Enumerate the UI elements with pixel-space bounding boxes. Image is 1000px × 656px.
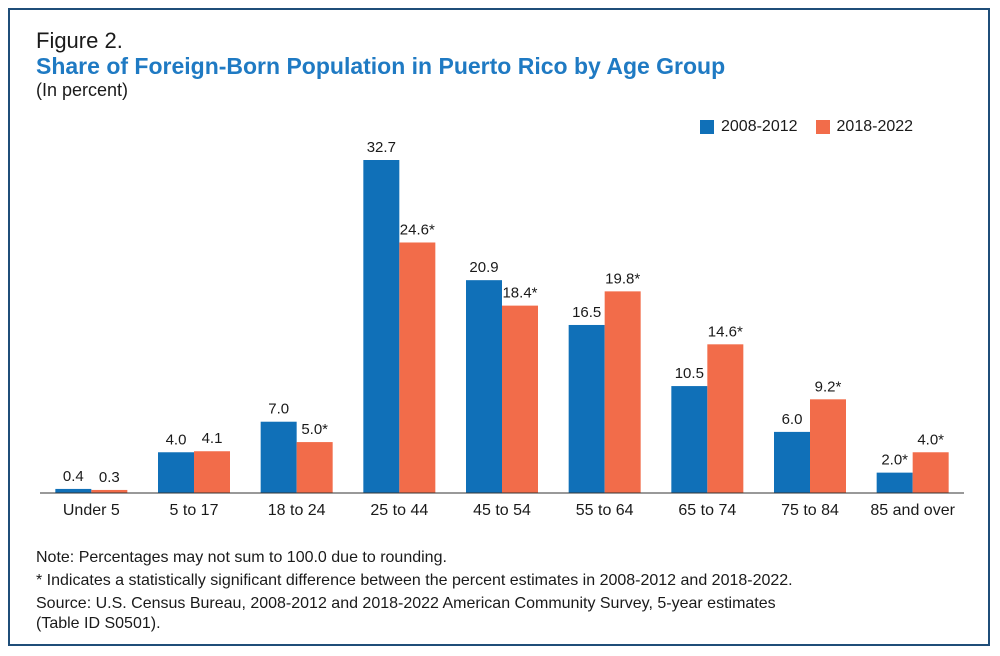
chart-title: Share of Foreign-Born Population in Puer…: [36, 53, 726, 79]
x-tick-label: Under 5: [63, 502, 120, 519]
x-tick-label: 85 and over: [870, 502, 955, 519]
bar-chart: 0.4 0.3 Under 5 4.0 4.1 5 to 17 7.0 5.0* 18 to 2…: [40, 139, 964, 519]
bar-1: [774, 431, 810, 493]
data-label: 0.3: [99, 469, 120, 486]
figure-label: Figure 2.: [36, 28, 123, 53]
data-label: 32.7: [367, 139, 396, 156]
x-tick-label: 55 to 64: [576, 502, 634, 519]
bar-2: [810, 399, 846, 493]
x-tick-label: 18 to 24: [268, 502, 326, 519]
x-tick-label: 75 to 84: [781, 502, 839, 519]
data-label: 24.6*: [400, 221, 435, 238]
data-label: 4.1: [202, 430, 223, 447]
bar-1: [568, 324, 605, 493]
bar-1: [671, 386, 708, 493]
data-label: 10.5: [675, 365, 704, 382]
data-label: 5.0*: [301, 421, 328, 438]
bar-2: [399, 242, 436, 493]
source-note: Source: U.S. Census Bureau, 2008-2012 an…: [36, 595, 776, 612]
bar-2: [604, 291, 641, 493]
bar-1: [55, 488, 92, 493]
bar-2: [707, 344, 744, 493]
data-label: 4.0*: [917, 431, 944, 448]
x-tick-label: 5 to 17: [170, 502, 219, 519]
chart-subtitle: (In percent): [36, 80, 129, 100]
data-label: 16.5: [572, 304, 601, 321]
bar-1: [876, 472, 913, 493]
chart-notes: Note: Percentages may not sum to 100.0 d…: [36, 548, 966, 637]
note-text: Note: Percentages may not sum to 100.0 d…: [36, 549, 447, 566]
chart-legend: 2008-2012 2018-2022: [700, 118, 931, 136]
data-label: 4.0: [166, 431, 187, 448]
data-label: 9.2*: [815, 378, 842, 395]
data-label: 6.0: [782, 411, 803, 428]
legend-label-2018-2022: 2018-2022: [836, 118, 914, 135]
bar-2: [502, 305, 538, 493]
bar-1: [260, 421, 297, 493]
data-label: 7.0: [268, 401, 289, 418]
significance-note: * Indicates a statistically significant …: [36, 572, 793, 589]
data-label: 0.4: [63, 468, 84, 485]
legend-item-2008-2012: 2008-2012: [700, 118, 798, 136]
data-label: 19.8*: [605, 270, 640, 287]
x-tick-label: 25 to 44: [370, 502, 428, 519]
bar-2: [912, 452, 949, 493]
source-table-id: (Table ID S0501).: [36, 615, 161, 632]
data-label: 14.6*: [708, 323, 743, 340]
bar-2: [91, 489, 128, 493]
legend-item-2018-2022: 2018-2022: [815, 118, 914, 136]
legend-swatch-2008-2012: [700, 120, 714, 134]
data-label: 18.4*: [502, 285, 537, 302]
data-label: 2.0*: [881, 452, 908, 469]
bar-1: [363, 160, 400, 493]
x-tick-label: 45 to 54: [473, 502, 531, 519]
x-tick-label: 65 to 74: [678, 502, 736, 519]
bar-2: [194, 451, 230, 493]
legend-label-2008-2012: 2008-2012: [721, 118, 798, 135]
bar-1: [158, 452, 194, 493]
bar-1: [466, 280, 502, 493]
data-label: 20.9: [469, 259, 498, 276]
legend-swatch-2018-2022: [815, 120, 830, 134]
bar-2: [296, 442, 333, 493]
